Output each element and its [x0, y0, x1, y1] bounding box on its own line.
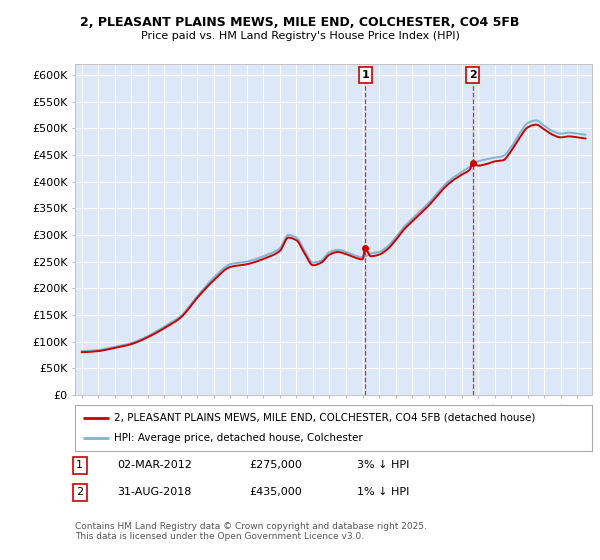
Text: £435,000: £435,000 — [249, 487, 302, 497]
Text: Contains HM Land Registry data © Crown copyright and database right 2025.
This d: Contains HM Land Registry data © Crown c… — [75, 522, 427, 542]
Text: 1: 1 — [361, 70, 369, 80]
Text: 31-AUG-2018: 31-AUG-2018 — [117, 487, 191, 497]
Text: 3% ↓ HPI: 3% ↓ HPI — [357, 460, 409, 470]
Text: 2, PLEASANT PLAINS MEWS, MILE END, COLCHESTER, CO4 5FB: 2, PLEASANT PLAINS MEWS, MILE END, COLCH… — [80, 16, 520, 29]
Text: 2: 2 — [76, 487, 83, 497]
Text: 02-MAR-2012: 02-MAR-2012 — [117, 460, 192, 470]
Text: HPI: Average price, detached house, Colchester: HPI: Average price, detached house, Colc… — [114, 433, 362, 443]
Text: 2: 2 — [469, 70, 476, 80]
Text: 2, PLEASANT PLAINS MEWS, MILE END, COLCHESTER, CO4 5FB (detached house): 2, PLEASANT PLAINS MEWS, MILE END, COLCH… — [114, 413, 535, 423]
Text: £275,000: £275,000 — [249, 460, 302, 470]
Text: 1% ↓ HPI: 1% ↓ HPI — [357, 487, 409, 497]
Text: 1: 1 — [76, 460, 83, 470]
Text: Price paid vs. HM Land Registry's House Price Index (HPI): Price paid vs. HM Land Registry's House … — [140, 31, 460, 41]
